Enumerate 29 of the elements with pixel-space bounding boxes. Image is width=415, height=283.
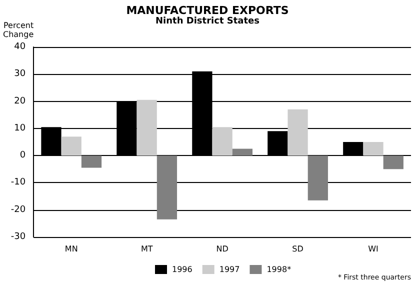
x-tick-label: ND [216, 244, 228, 254]
bar [136, 100, 157, 156]
y-tick-label: -20 [10, 204, 26, 215]
bar [212, 127, 232, 156]
bar [156, 156, 178, 220]
legend-label: 1997 [219, 265, 240, 274]
y-tick-label: 20 [14, 96, 26, 106]
chart-title: MANUFACTURED EXPORTS [126, 4, 289, 17]
x-tick-label: MT [140, 244, 153, 254]
bar [232, 148, 253, 156]
x-tick-label: MN [64, 244, 78, 254]
bar [288, 109, 308, 156]
bar [61, 136, 82, 156]
x-tick-label: WI [368, 244, 378, 254]
y-tick-label: 10 [14, 123, 26, 134]
y-tick-label: 30 [14, 69, 26, 80]
y-tick-label: -10 [10, 178, 26, 188]
y-tick-label: 40 [14, 42, 26, 52]
bar [308, 156, 328, 200]
chart-subtitle: Ninth District States [156, 16, 260, 26]
bar [383, 156, 404, 170]
bar [81, 156, 102, 168]
x-tick-label: SD [292, 244, 304, 254]
y-axis-title: Percent Change [2, 21, 34, 39]
bar [363, 142, 384, 156]
y-tick-label: 0 [20, 150, 26, 161]
legend-label: 1998* [266, 265, 292, 274]
legend-label: 1996 [172, 265, 192, 274]
y-tick-label: -30 [10, 232, 26, 242]
